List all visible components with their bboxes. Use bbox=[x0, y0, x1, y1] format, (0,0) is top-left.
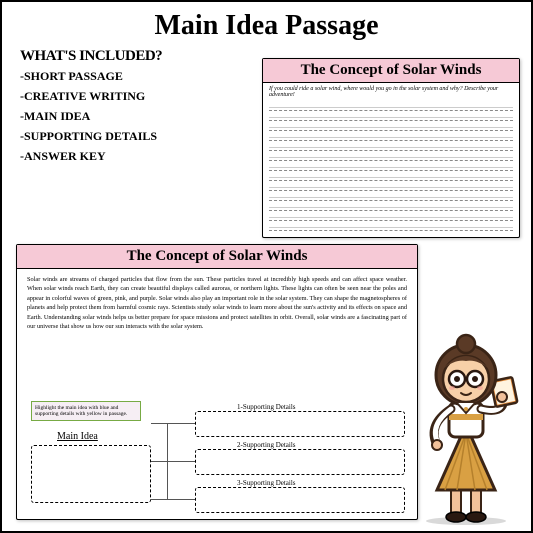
passage-worksheet-card: The Concept of Solar Winds Solar winds a… bbox=[16, 244, 418, 520]
sd2-label: 2-Supporting Details bbox=[237, 441, 296, 449]
connector-line bbox=[151, 423, 195, 424]
main-idea-label: Main Idea bbox=[57, 431, 98, 442]
sd3-label: 3-Supporting Details bbox=[237, 479, 296, 487]
page-title: Main Idea Passage bbox=[2, 10, 531, 42]
writing-prompt: If you could ride a solar wind, where wo… bbox=[263, 83, 519, 101]
writing-card-title: The Concept of Solar Winds bbox=[263, 59, 519, 83]
writing-lines bbox=[263, 101, 519, 239]
sd1-label: 1-Supporting Details bbox=[237, 403, 296, 411]
sd3-box bbox=[195, 487, 405, 513]
main-idea-box bbox=[31, 445, 151, 503]
connector-stem bbox=[167, 423, 168, 499]
connector-line bbox=[151, 461, 195, 462]
graphic-organizer: Highlight the main idea with blue and su… bbox=[27, 401, 409, 513]
writing-worksheet-card: The Concept of Solar Winds If you could … bbox=[262, 58, 520, 238]
sd1-box bbox=[195, 411, 405, 437]
girl-character-icon bbox=[407, 325, 525, 525]
passage-card-title: The Concept of Solar Winds bbox=[17, 245, 417, 269]
highlight-instruction: Highlight the main idea with blue and su… bbox=[31, 401, 141, 421]
connector-line bbox=[151, 499, 195, 500]
passage-text: Solar winds are streams of charged parti… bbox=[17, 269, 417, 334]
sd2-box bbox=[195, 449, 405, 475]
